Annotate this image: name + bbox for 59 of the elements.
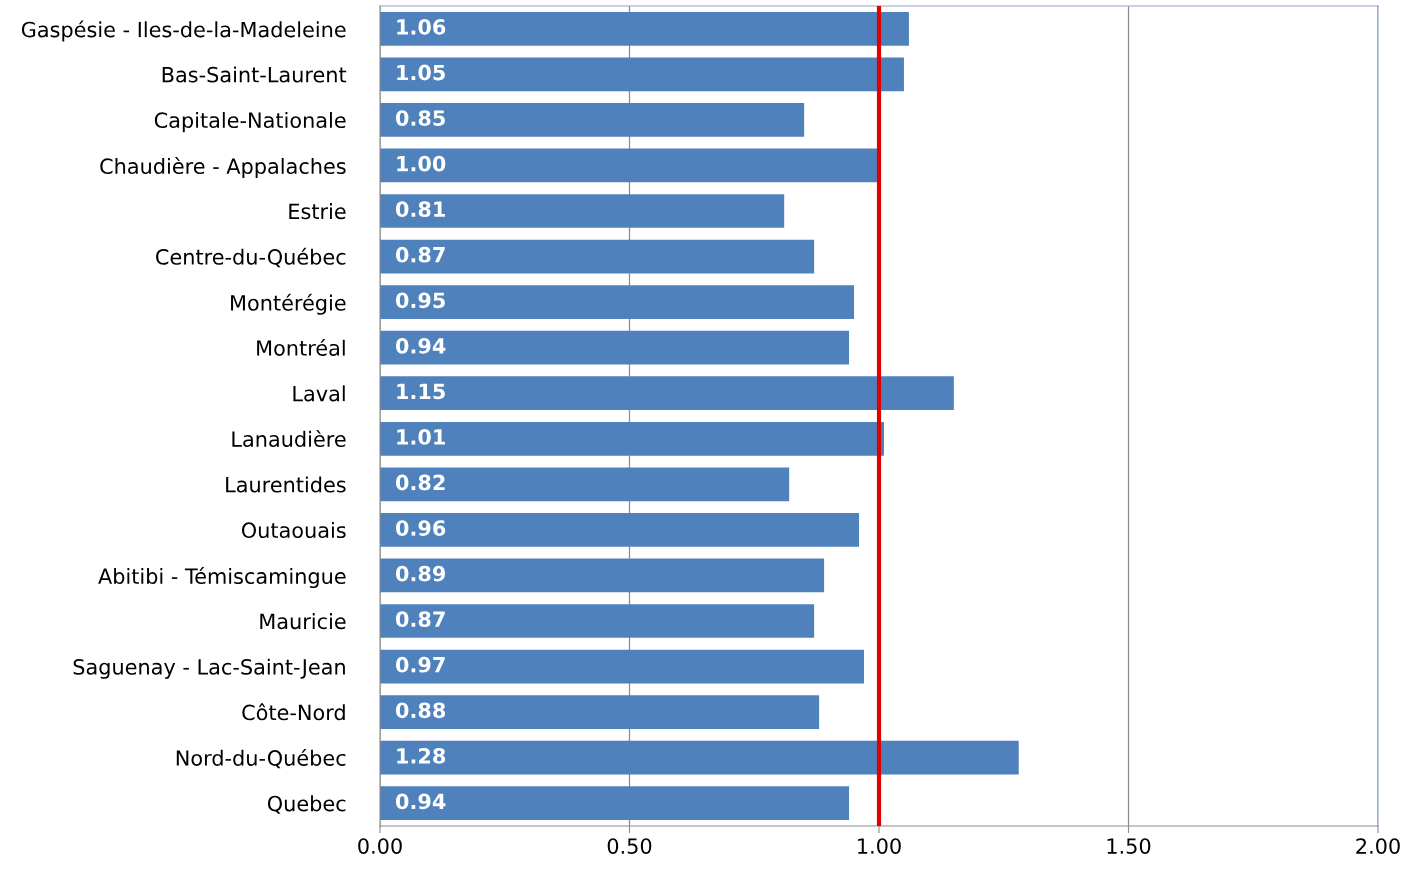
y-tick-label: Lanaudière: [232, 430, 346, 447]
bar: [380, 467, 790, 502]
y-tick-label: Côte-Nord: [242, 703, 345, 721]
bar: [380, 376, 954, 411]
data-label: 0.87: [395, 611, 445, 628]
y-tick-label: Saguenay - Lac-Saint-Jean: [73, 658, 345, 679]
bar: [380, 421, 884, 456]
bar: [380, 330, 850, 365]
data-label: 0.95: [395, 292, 445, 309]
y-tick-label: Abitibi - Témiscamingue: [98, 567, 346, 589]
bar: [380, 57, 904, 92]
data-label: 0.82: [395, 474, 445, 491]
x-tick-label: 2.00: [1356, 838, 1400, 854]
bar: [380, 649, 865, 684]
bar: [380, 558, 825, 593]
data-label: 1.28: [397, 747, 446, 764]
y-tick-label: Gaspésie - Iles-de-la-Madeleine: [21, 20, 346, 42]
x-tick-label: 1.50: [1107, 838, 1151, 854]
data-label: 0.87: [395, 246, 445, 263]
y-tick-label: Capitale-Nationale: [154, 111, 346, 133]
y-tick-label: Chaudière - Appalaches: [100, 157, 346, 179]
y-tick-label: Nord-du-Québec: [176, 748, 346, 769]
data-label: 0.97: [395, 656, 445, 673]
bar: [380, 513, 860, 547]
y-tick-label: Laurentides: [226, 476, 346, 493]
data-label: 1.05: [397, 64, 445, 81]
data-label: 0.96: [395, 520, 446, 536]
y-tick-label: Laval: [293, 385, 345, 402]
data-label: 1.00: [397, 155, 446, 172]
bar: [380, 148, 879, 183]
x-tick-label: 1.00: [858, 838, 901, 854]
bar: [380, 239, 815, 274]
bar: [380, 604, 815, 638]
y-tick-label: Estrie: [289, 203, 346, 220]
data-label: 0.94: [395, 337, 446, 354]
data-label: 0.85: [395, 110, 445, 126]
y-tick-label: Bas-Saint-Laurent: [162, 66, 347, 83]
x-tick-label: 0.00: [358, 838, 402, 854]
y-tick-label: Mauricie: [260, 613, 346, 630]
y-tick-label: Montérégie: [231, 293, 346, 315]
bar: [380, 786, 850, 821]
data-label: 0.88: [395, 702, 446, 719]
y-tick-label: Montréal: [257, 338, 345, 356]
x-tick-label: 0.50: [607, 838, 652, 854]
bar: [380, 695, 820, 729]
y-tick-label: Outaouais: [241, 521, 346, 539]
data-label: 1.15: [397, 383, 445, 400]
bar: [380, 740, 1019, 775]
data-label: 0.89: [395, 565, 446, 582]
data-label: 0.81: [395, 201, 445, 218]
data-label: 0.94: [395, 793, 446, 810]
y-tick-label: Centre-du-Québec: [156, 247, 346, 268]
bar: [380, 285, 855, 319]
data-label: 1.06: [397, 19, 446, 35]
bar: [380, 103, 805, 137]
bar: [380, 11, 909, 46]
y-tick-label: Quebec: [267, 795, 346, 814]
data-label: 1.01: [397, 429, 445, 445]
bar: [380, 194, 785, 228]
